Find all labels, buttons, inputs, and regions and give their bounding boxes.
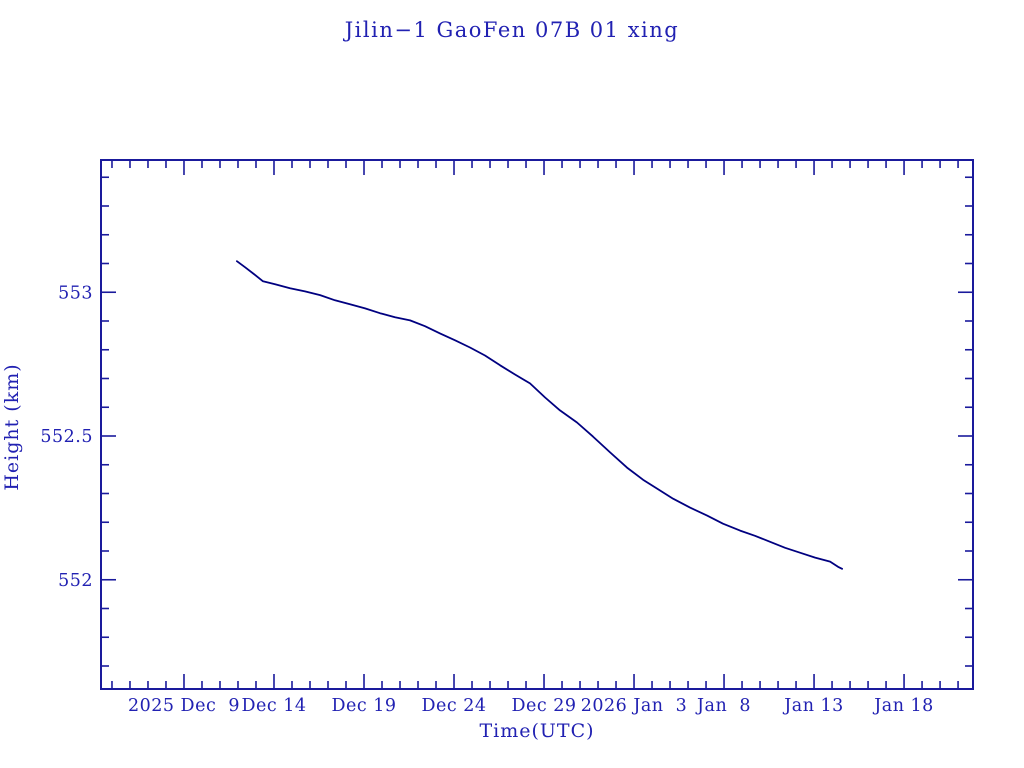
x-axis-title: Time(UTC) <box>479 720 595 742</box>
x-tick-label: 2025 Dec 9 <box>128 696 240 716</box>
plot-frame <box>100 159 974 690</box>
chart-title: Jilin−1 GaoFen 07B 01 xing <box>344 18 680 42</box>
x-tick-label: Dec 29 <box>512 696 577 716</box>
x-tick-label: Jan 18 <box>872 696 934 716</box>
x-tick-label: Dec 24 <box>421 696 486 716</box>
x-tick-label: Jan 8 <box>695 696 751 716</box>
x-tick-label: 2026 Jan 3 <box>581 696 688 716</box>
y-tick-label: 552 <box>58 571 93 591</box>
x-tick-label: Dec 19 <box>331 696 396 716</box>
height-curve <box>235 260 843 570</box>
x-tick-label: Dec 14 <box>241 696 306 716</box>
y-tick-label: 552.5 <box>40 427 93 447</box>
y-tick-label: 553 <box>58 283 93 303</box>
x-tick-label: Jan 13 <box>782 696 844 716</box>
